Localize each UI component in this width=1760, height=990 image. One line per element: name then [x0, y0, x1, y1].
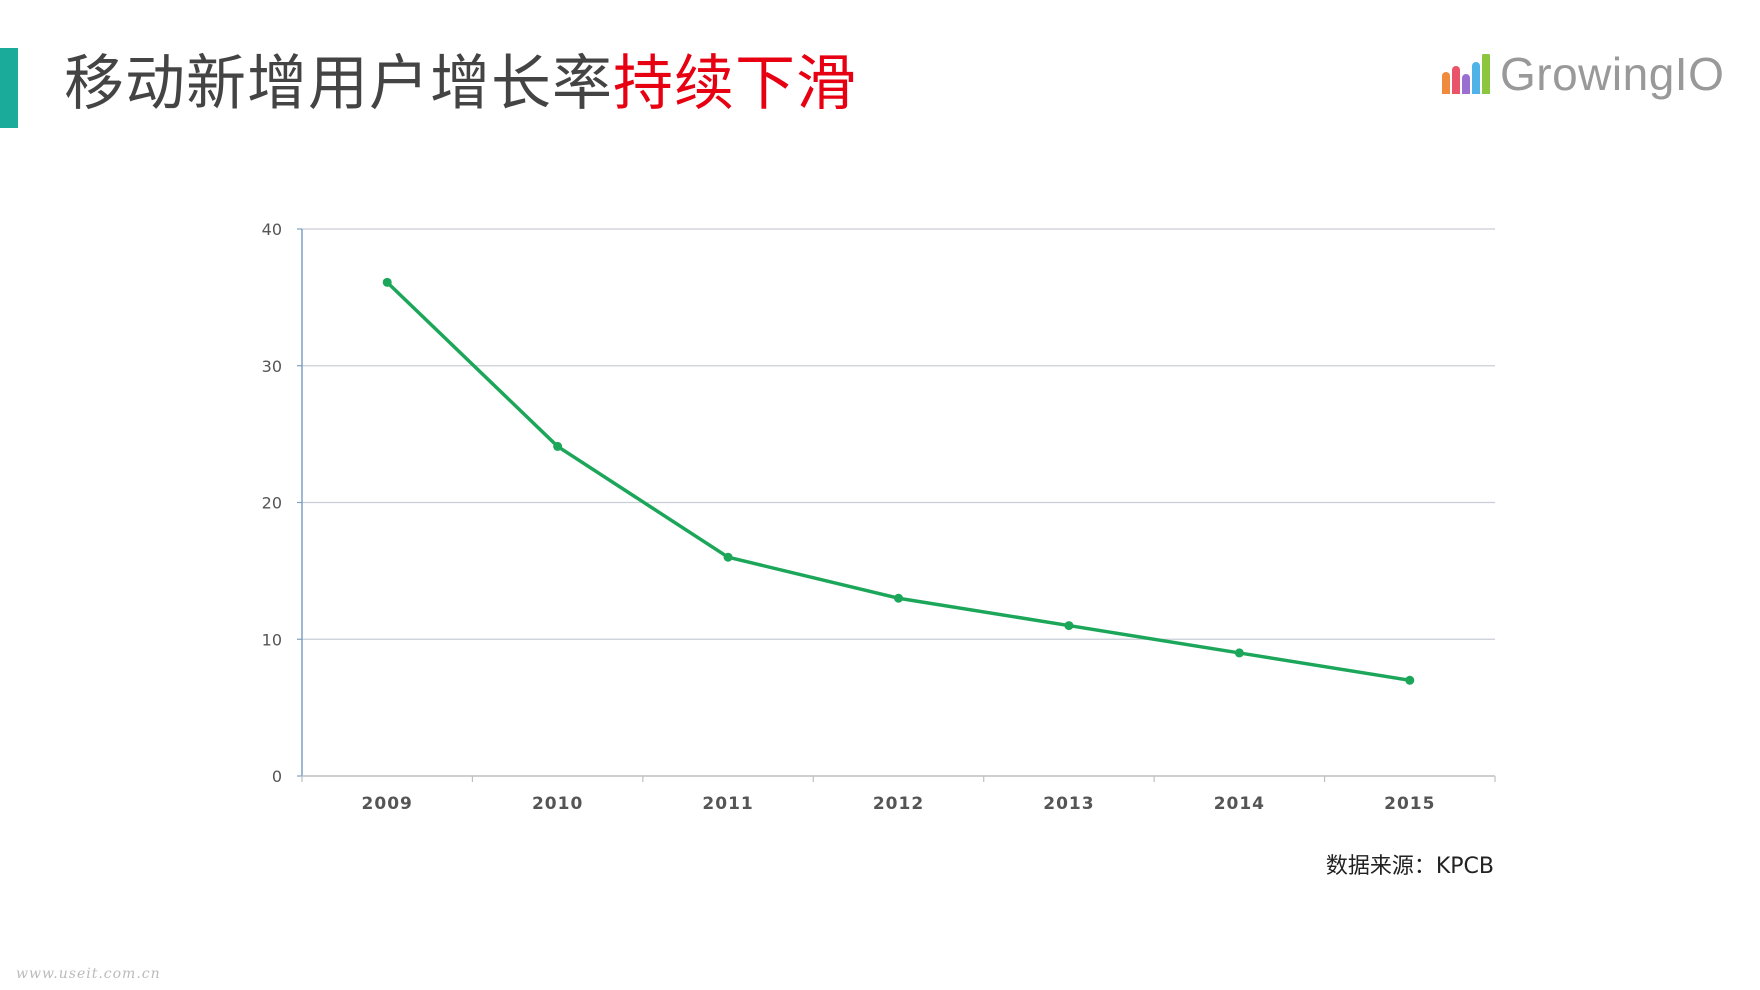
title-highlight: 持续下滑 — [613, 49, 857, 119]
title-main: 移动新增用户增长率 — [64, 49, 613, 119]
x-tick-label: 2009 — [362, 794, 413, 814]
y-tick-label: 0 — [272, 767, 282, 786]
brand-logo: GrowingIO — [1440, 46, 1724, 102]
data-point-2012 — [894, 593, 903, 603]
x-tick-label: 2010 — [532, 794, 583, 814]
data-point-2011 — [723, 552, 733, 562]
title-accent-bar — [0, 48, 18, 128]
data-point-2014 — [1234, 648, 1244, 658]
y-tick-label: 30 — [262, 357, 282, 376]
x-tick-label: 2015 — [1384, 794, 1435, 814]
y-tick-label: 10 — [262, 630, 282, 649]
data-point-2013 — [1064, 621, 1074, 631]
data-point-2009 — [382, 277, 392, 287]
bar-chart-logo-icon — [1442, 54, 1490, 94]
page-title: 移动新增用户增长率持续下滑 — [64, 42, 857, 126]
data-source-note: 数据来源：KPCB — [1325, 854, 1494, 879]
data-point-2015 — [1405, 675, 1415, 685]
series-line — [385, 280, 1412, 683]
x-tick-label: 2011 — [702, 794, 753, 814]
y-tick-label: 40 — [262, 220, 282, 239]
x-tick-label: 2012 — [873, 794, 924, 814]
logo-text: GrowingIO — [1500, 48, 1725, 100]
x-tick-label: 2013 — [1043, 794, 1094, 814]
y-tick-label: 20 — [262, 494, 282, 513]
watermark: www.useit.com.cn — [16, 966, 161, 982]
data-point-2010 — [553, 441, 563, 451]
x-tick-label: 2014 — [1214, 794, 1265, 814]
